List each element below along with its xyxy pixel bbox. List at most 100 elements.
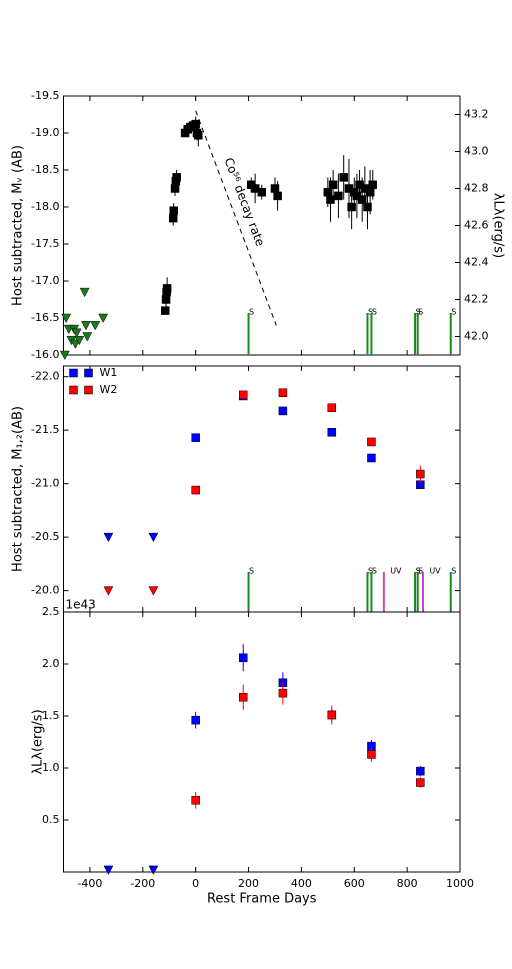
spectrum-line-label: S [368, 308, 373, 317]
marker [339, 173, 348, 182]
x-tick-label: -400 [77, 877, 102, 890]
marker [90, 321, 101, 331]
y2-tick-label: 42.8 [464, 182, 489, 195]
spectrum-line-label: S [249, 308, 254, 317]
y2-tick-label: 42.2 [464, 293, 489, 306]
y-tick-label: -18.5 [31, 163, 59, 176]
marker [172, 173, 181, 182]
x-tick-label: 200 [238, 877, 259, 890]
legend-marker [84, 368, 93, 378]
y-tick-label: -16.0 [31, 348, 59, 361]
y-tick-label: 1.5 [42, 709, 60, 722]
marker [103, 532, 114, 543]
spectrum-line-label: S [249, 567, 254, 576]
y-tick-label: -21.5 [31, 423, 59, 436]
marker [59, 350, 70, 361]
offset-label: 1e43 [66, 598, 96, 612]
x-tick-label: 400 [291, 877, 312, 890]
decay-line [195, 110, 277, 326]
marker [278, 406, 288, 416]
marker [367, 750, 376, 759]
marker [238, 653, 248, 663]
marker [357, 195, 367, 204]
y-axis-label: Host subtracted, M₁,₂(AB) [11, 406, 26, 572]
x-tick-label: 0 [192, 877, 199, 890]
marker [103, 865, 114, 875]
legend-label: W1 [100, 366, 118, 379]
marker [191, 485, 200, 495]
marker [191, 433, 200, 442]
y-tick-label: -21.0 [31, 477, 59, 490]
x-tick-label: 600 [344, 877, 365, 890]
decay-annotation: Co⁵⁶ decay rate [221, 156, 267, 248]
y-tick-label: -17.5 [31, 237, 59, 250]
marker [161, 306, 170, 315]
spectrum-line-label: S [418, 567, 423, 576]
axes-frame [63, 611, 461, 873]
marker [327, 428, 337, 437]
marker [327, 403, 337, 412]
marker [61, 313, 72, 324]
y-tick-label: -19.0 [31, 126, 59, 139]
marker [162, 284, 172, 293]
y2-tick-label: 42.4 [464, 256, 489, 269]
marker [194, 130, 203, 140]
legend-marker [84, 385, 93, 395]
marker [148, 586, 159, 596]
marker [170, 184, 180, 193]
marker [278, 688, 288, 698]
marker [367, 453, 376, 463]
y-tick-label: -17.0 [31, 274, 59, 287]
y-tick-label: 2.0 [42, 657, 60, 670]
y-tick-label: -20.0 [31, 584, 59, 597]
y-tick-label: 0.5 [42, 813, 60, 826]
spectrum-line-label: S [368, 567, 373, 576]
marker [238, 390, 248, 400]
y-tick-label: -19.5 [31, 89, 59, 102]
marker [168, 213, 178, 223]
marker [367, 437, 376, 447]
y-tick-label: -20.5 [31, 530, 59, 543]
marker [70, 339, 81, 349]
spectrum-line-label: S [416, 567, 421, 576]
spectrum-line-label: S [418, 308, 423, 317]
marker [71, 328, 82, 338]
marker [191, 795, 200, 805]
x-tick-label: -200 [130, 877, 155, 890]
y-tick-label: 1.0 [42, 761, 60, 774]
marker [278, 388, 288, 397]
spectrum-line-label: S [372, 567, 377, 576]
marker [103, 586, 114, 596]
x-axis-label: Rest Frame Days [207, 892, 317, 907]
marker [74, 335, 85, 346]
marker [98, 313, 109, 324]
spectrum-line-label: S [451, 308, 456, 317]
x-tick-label: 1000 [446, 877, 474, 890]
y2-axis-label: λLλ(erg/s) [491, 193, 506, 258]
legend-marker [69, 385, 78, 395]
spectrum-line-label: S [416, 308, 421, 317]
marker [347, 202, 356, 212]
marker [363, 202, 372, 212]
y-tick-label: -16.5 [31, 311, 59, 324]
marker [368, 180, 378, 190]
marker [416, 469, 425, 479]
marker [79, 287, 90, 298]
spectrum-line-label: S [372, 308, 377, 317]
y-tick-label: -18.0 [31, 200, 59, 213]
marker [191, 119, 200, 129]
marker [327, 710, 337, 720]
marker [191, 715, 200, 725]
marker [328, 180, 338, 190]
spectrum-line-label: S [451, 567, 456, 576]
marker [81, 321, 91, 331]
marker [238, 693, 248, 702]
marker [273, 191, 282, 201]
marker [161, 295, 171, 304]
marker [148, 865, 159, 875]
y2-tick-label: 42.0 [464, 330, 489, 343]
marker [334, 191, 343, 201]
y-tick-label: 2.5 [42, 605, 60, 618]
